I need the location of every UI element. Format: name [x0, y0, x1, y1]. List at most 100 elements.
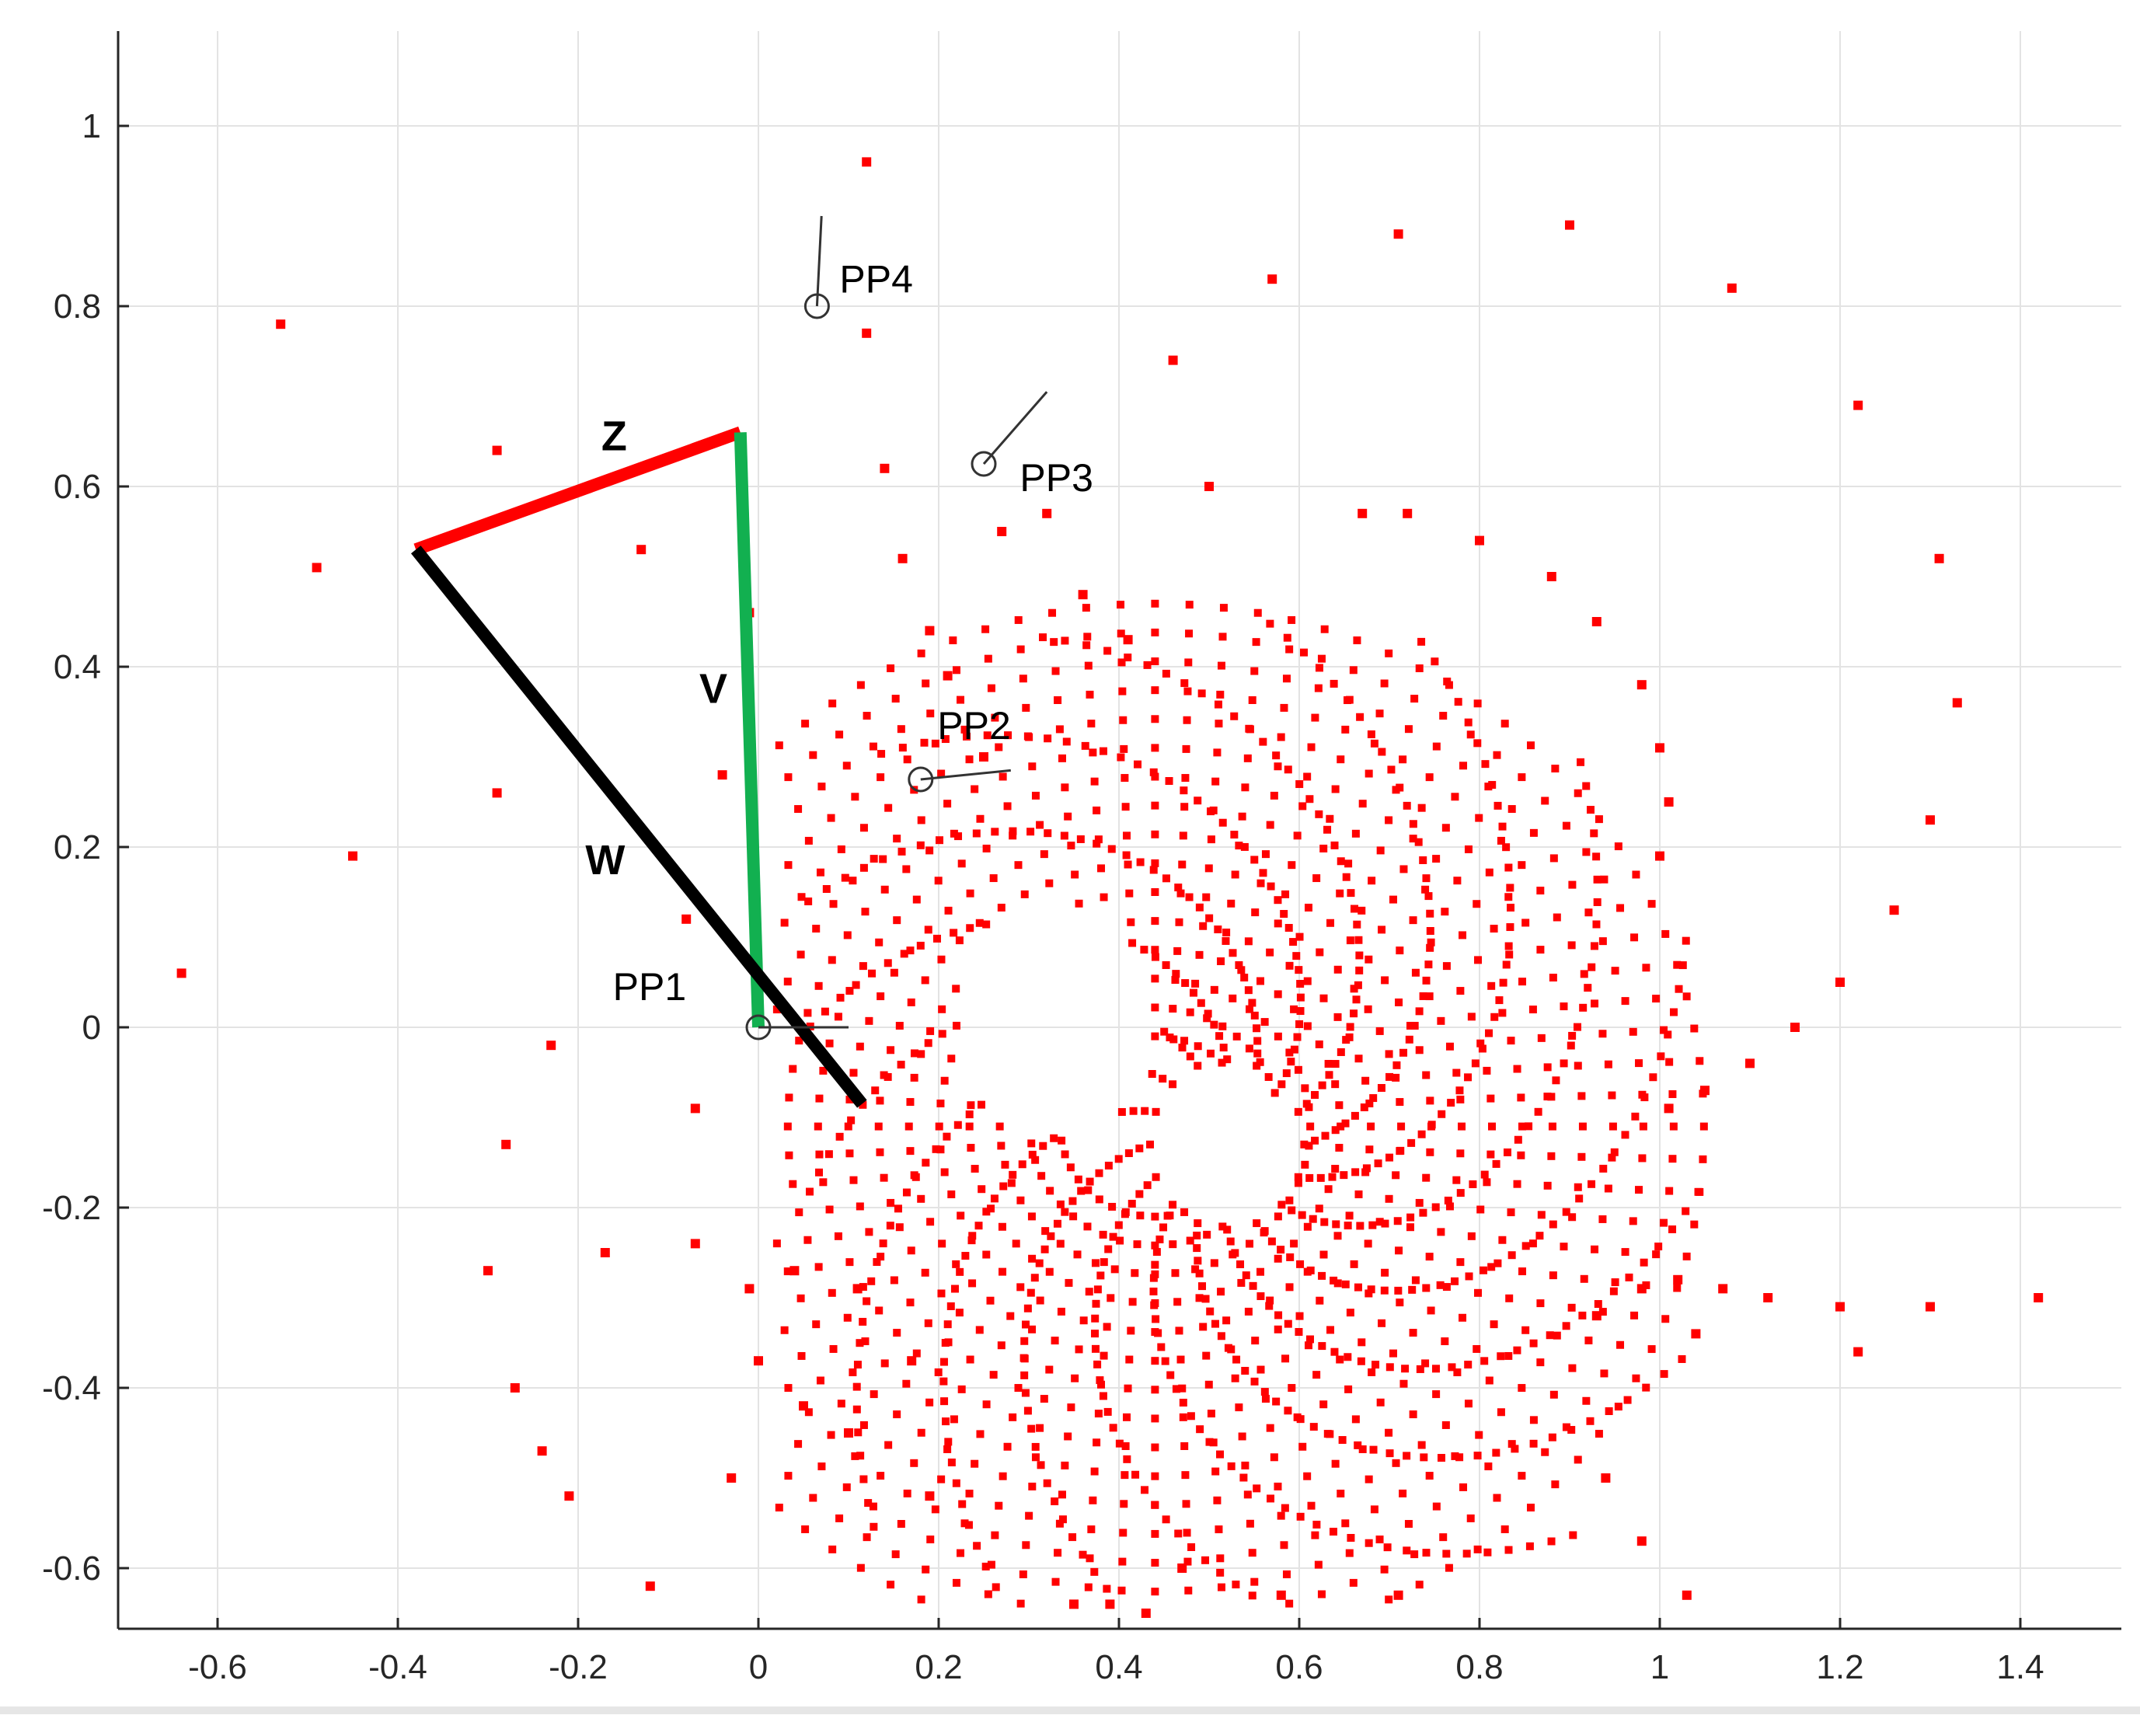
data-point — [783, 1267, 792, 1276]
data-point — [1202, 1351, 1211, 1360]
data-point — [1346, 1309, 1354, 1317]
data-point — [1664, 797, 1674, 807]
data-point — [824, 1150, 833, 1159]
data-point — [1451, 1277, 1459, 1285]
data-point — [804, 836, 813, 845]
data-point — [1403, 508, 1413, 518]
data-point — [956, 1267, 964, 1276]
data-point — [1151, 1588, 1159, 1596]
data-point — [1267, 882, 1275, 891]
data-point — [1079, 1316, 1088, 1325]
data-point — [1669, 1008, 1678, 1016]
data-point — [789, 1180, 797, 1188]
data-point — [1456, 1149, 1465, 1158]
data-point — [1614, 842, 1622, 851]
data-point — [1009, 1170, 1017, 1179]
data-point — [861, 908, 870, 916]
data-point — [1249, 1281, 1257, 1290]
data-point — [814, 1122, 822, 1131]
data-point — [1417, 804, 1426, 812]
data-point — [1665, 1058, 1674, 1066]
data-point — [1345, 1549, 1354, 1557]
data-point — [851, 1452, 859, 1460]
data-point — [978, 1185, 986, 1194]
data-point — [1196, 1425, 1204, 1434]
data-point — [965, 755, 974, 764]
data-point — [935, 1122, 943, 1131]
data-point — [1244, 986, 1253, 995]
data-point — [1035, 1259, 1044, 1267]
data-point — [1030, 1274, 1039, 1282]
data-point — [1586, 1417, 1595, 1425]
data-point — [859, 1421, 868, 1429]
data-point — [1473, 699, 1482, 708]
data-point — [982, 1208, 991, 1216]
data-point — [1574, 1455, 1582, 1464]
data-point — [865, 1016, 873, 1025]
data-point — [1068, 1533, 1077, 1542]
data-point — [967, 1144, 975, 1152]
data-point — [1250, 1011, 1259, 1020]
data-point — [1004, 731, 1012, 740]
data-point — [1459, 1483, 1468, 1491]
data-point — [1214, 700, 1222, 709]
data-point — [1016, 1196, 1025, 1204]
data-point — [1151, 1472, 1159, 1480]
data-point — [1487, 981, 1496, 990]
data-point — [564, 1491, 574, 1501]
data-point — [1046, 1187, 1054, 1195]
data-point — [1534, 1107, 1542, 1116]
data-point — [1582, 848, 1591, 856]
data-point — [924, 1319, 932, 1327]
data-point — [1194, 797, 1202, 805]
data-point — [1354, 936, 1363, 944]
data-point — [864, 1499, 873, 1508]
data-point — [1445, 1042, 1454, 1051]
x-tick-label: 0.4 — [1095, 1648, 1142, 1686]
data-point — [1232, 1581, 1240, 1589]
data-point — [1252, 638, 1260, 647]
data-point — [1180, 1037, 1189, 1045]
data-point — [1549, 1390, 1558, 1399]
data-point — [1368, 1221, 1377, 1229]
data-point — [1094, 1410, 1103, 1418]
data-point — [1253, 1484, 1261, 1493]
data-point — [1447, 1099, 1455, 1107]
data-point — [925, 1398, 934, 1407]
data-point — [1248, 999, 1256, 1007]
data-point — [821, 1007, 829, 1016]
data-point — [1265, 1302, 1274, 1310]
data-point — [941, 735, 950, 744]
data-point — [1577, 1092, 1586, 1100]
figure-bottom-border — [0, 1706, 2140, 1714]
data-point — [1162, 669, 1170, 678]
data-point — [1590, 829, 1598, 838]
data-point — [1041, 1227, 1050, 1236]
data-point — [1502, 960, 1511, 969]
data-point — [1194, 1257, 1202, 1265]
data-point — [1095, 1169, 1103, 1177]
data-point — [1344, 696, 1352, 705]
data-point — [1513, 1180, 1521, 1188]
data-point — [1655, 851, 1664, 861]
data-point — [1124, 1384, 1132, 1393]
data-point — [1415, 1581, 1424, 1589]
data-point — [1222, 936, 1230, 945]
data-point — [789, 1266, 800, 1276]
data-point — [1183, 687, 1192, 695]
data-point — [1605, 1407, 1613, 1415]
data-point — [1027, 1424, 1036, 1433]
data-point — [1151, 657, 1159, 666]
data-point — [1133, 1240, 1141, 1249]
data-point — [1504, 863, 1513, 872]
data-point — [1621, 1248, 1629, 1257]
data-point — [1151, 1241, 1159, 1250]
data-point — [1318, 1271, 1326, 1280]
data-point — [917, 1194, 925, 1203]
data-point — [859, 1283, 867, 1292]
data-point — [1319, 844, 1328, 852]
data-point — [1100, 1258, 1108, 1267]
data-point — [1513, 1346, 1521, 1354]
data-point — [1042, 508, 1052, 518]
data-point — [1131, 1269, 1139, 1278]
